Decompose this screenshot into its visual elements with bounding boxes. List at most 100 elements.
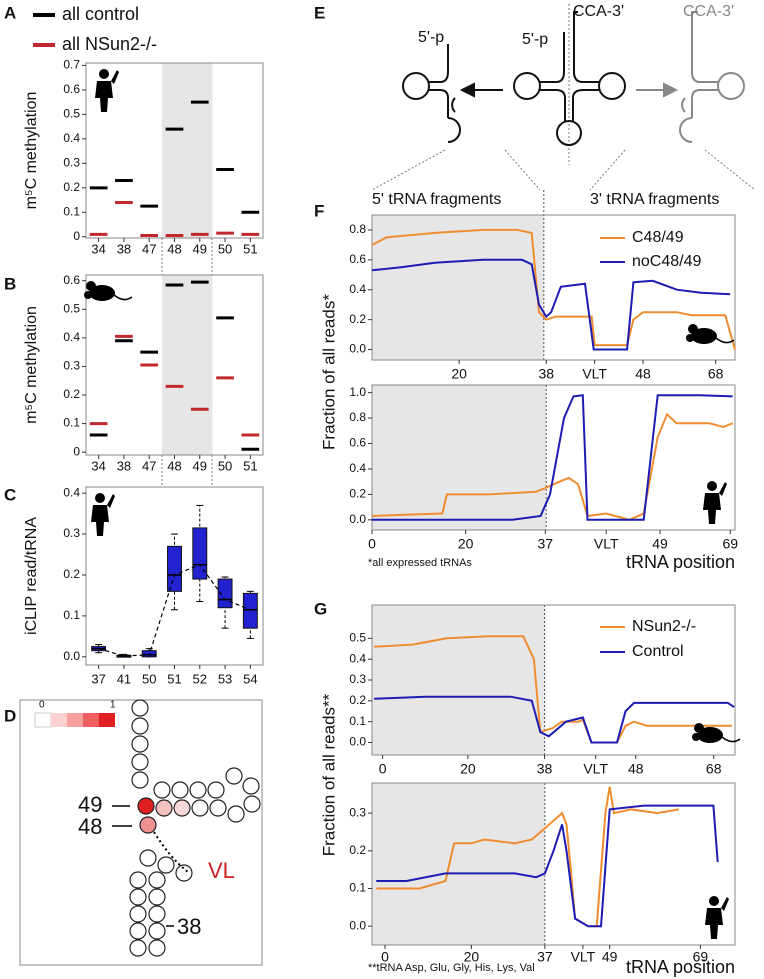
y-tick-label: 0.1 [63,608,80,622]
x-tick-label: 50 [218,458,232,473]
nucleotide [175,864,193,882]
y-tick-label: 0.6 [349,252,366,266]
y-tick-label: 0.1 [63,204,80,218]
y-tick-label: 0 [73,229,80,243]
box [242,592,258,629]
shaded-region [372,215,544,360]
nucleotide [131,717,149,735]
y-tick-label: 0.5 [349,631,366,645]
nucleotide [139,816,157,834]
nucleotide [131,735,149,753]
y-tick-label: 0 [73,444,80,458]
x-tick-label: 52 [193,671,207,686]
x-tick-label: 68 [708,366,724,382]
human-icon [91,493,115,536]
x-tick-label: 50 [218,241,232,256]
y-tick-label: 0.0 [349,512,366,526]
legend-label: C48/49 [632,229,684,246]
x-tick-label: 54 [243,671,257,686]
nucleotide [242,777,260,795]
x-axis-label: tRNA position [626,552,735,572]
y-tick-label: 0.1 [349,881,366,895]
panel-label: D [4,706,16,725]
nucleotide [225,767,243,785]
x-tick-label: 48 [628,761,644,777]
y-axis-label: iCLIP read/tRNA [23,517,40,635]
nucleotide [131,699,149,717]
x-tick-label: 0 [368,536,376,552]
y-tick-label: 0.4 [349,461,366,475]
legend-label: noC48/49 [632,253,701,270]
position-label: VL [208,858,235,883]
x-tick-label: VLT [582,366,607,382]
nucleotide [153,781,171,799]
x-tick-label: VLT [583,761,608,777]
y-tick-label: 0.4 [349,282,366,296]
nucleotide [129,922,147,940]
human-icon [95,69,119,112]
x-tick-label: 69 [723,536,739,552]
nucleotide [131,771,149,789]
connectors [161,4,756,487]
y-tick-label: 0.6 [349,436,366,450]
x-tick-label: 34 [91,458,105,473]
x-tick-label: 37 [91,671,105,686]
shaded-region [161,63,213,238]
y-tick-label: 0.0 [349,735,366,749]
charts: 00.10.20.30.40.50.60.734 38 47 48 49 50 51m⁵C … [23,4,738,965]
y-axis-label: Fraction of all reads* [319,294,338,450]
x-tick-label: 51 [243,241,257,256]
y-tick-label: 0.1 [349,714,366,728]
x-tick-label: 49 [193,241,207,256]
y-tick-label: 0.2 [349,693,366,707]
series-line [374,695,735,744]
x-tick-label: 49 [602,949,618,965]
nucleotide [191,799,209,817]
caption: 3' tRNA fragments [590,191,719,208]
end-label: 5'-p [418,29,444,46]
y-tick-label: 1.0 [349,385,366,399]
plot-frame [371,384,736,531]
color-scale [34,712,115,728]
position-label: 49 [78,792,102,817]
x-tick-label: 49 [193,458,207,473]
y-tick-label: 0.3 [63,526,80,540]
shaded-region [372,783,545,945]
x-tick-label: 49 [652,536,668,552]
human-icon [703,481,727,524]
series-line [371,412,734,521]
note: *all expressed tRNAs [368,557,472,569]
panel-label: C [4,485,16,504]
y-tick-label: 0.2 [63,180,80,194]
nucleotide [148,871,166,889]
x-axis-label: tRNA position [626,957,735,977]
y-tick-label: 0.7 [63,58,80,72]
x-tick-label: 20 [460,761,476,777]
x-tick-label: 68 [706,761,722,777]
series-line [371,228,736,350]
x-tick-label: 51 [243,458,257,473]
x-tick-label: 20 [458,536,474,552]
legend-label: NSun2-/- [632,618,696,635]
legend-label: Control [632,643,684,660]
y-tick-label: 0.6 [63,273,80,287]
shaded-region [372,385,547,530]
position-label: 38 [177,914,201,939]
y-tick-label: 0.5 [63,107,80,121]
nucleotide [129,888,147,906]
x-tick-label: 47 [142,241,156,256]
legend-label: all control [62,4,139,24]
x-tick-label: 37 [538,536,554,552]
y-tick-label: 0.3 [63,156,80,170]
box [192,527,208,580]
y-tick-label: 0.2 [63,387,80,401]
end-label: CCA-3' [573,3,624,20]
nucleotide [131,753,149,771]
panel-label: E [314,3,325,22]
x-tick-label: 34 [91,241,105,256]
caption: 5' tRNA fragments [372,191,501,208]
x-tick-label: VLT [571,949,596,965]
y-tick-label: 0.0 [349,918,366,932]
x-tick-label: 38 [117,241,131,256]
